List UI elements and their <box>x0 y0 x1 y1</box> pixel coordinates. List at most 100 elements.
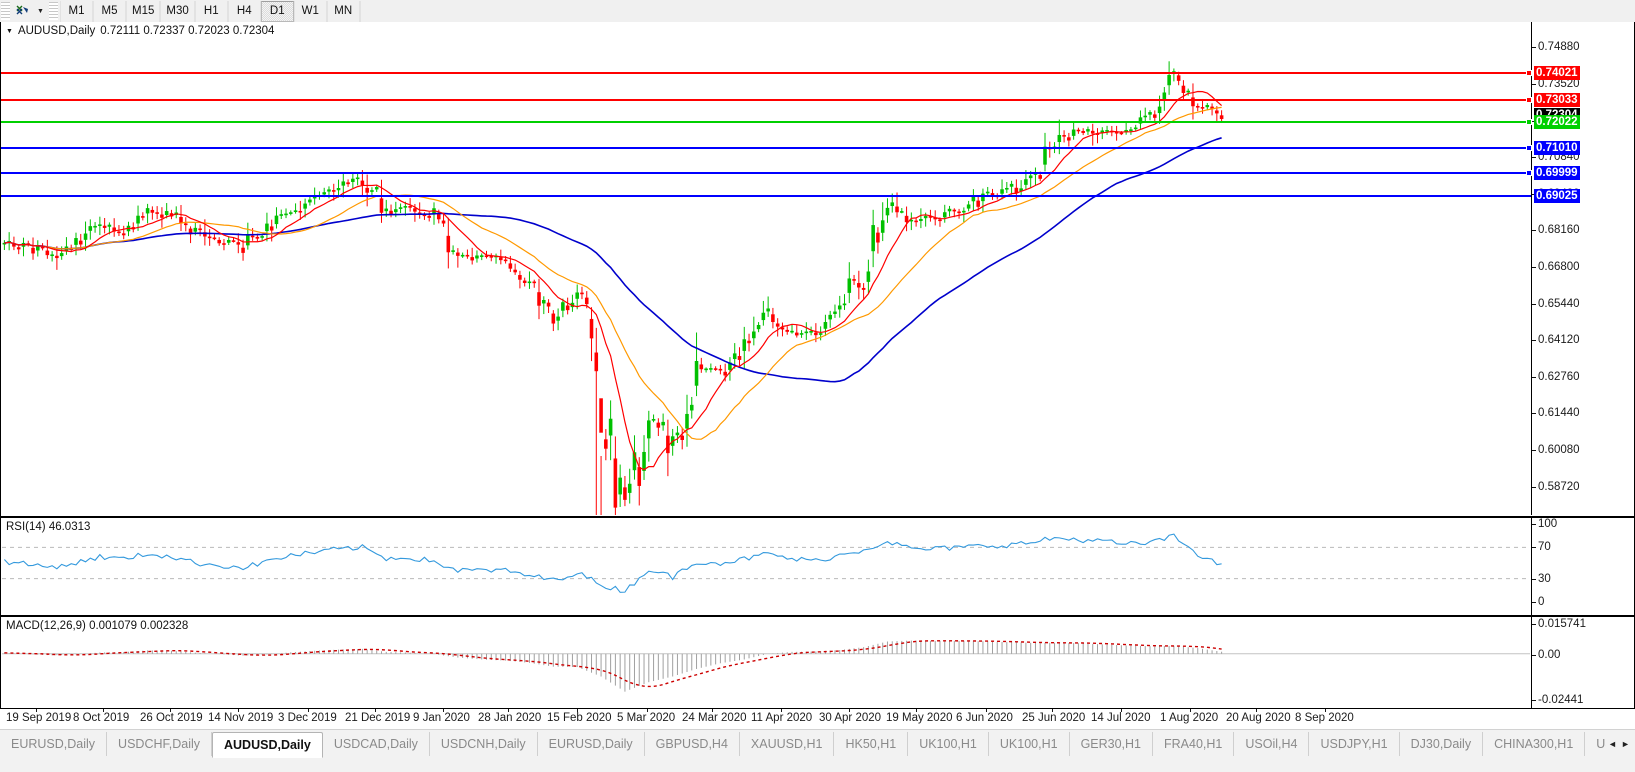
chart-tab-usdjpy-h1[interactable]: USDJPY,H1 <box>1309 732 1400 756</box>
time-axis-tick <box>443 709 444 712</box>
tab-scroll-right-icon[interactable]: ► <box>1621 739 1630 749</box>
chart-tab-xauusd-h1[interactable]: XAUUSD,H1 <box>740 732 835 756</box>
level-line-resistance-1[interactable] <box>1 70 1532 76</box>
chart-tab-usdcnh-daily[interactable]: USDCNH,Daily <box>430 732 538 756</box>
chart-tab-eurusd-daily[interactable]: EURUSD,Daily <box>0 732 108 756</box>
axis-tick-label: 0.61440 <box>1538 407 1580 419</box>
crosshair-cursor-icon[interactable] <box>10 1 34 21</box>
chart-tab-usoil-h4[interactable]: USOil,H4 <box>1234 732 1310 756</box>
level-drag-handle[interactable] <box>1526 145 1532 151</box>
level-drag-handle[interactable] <box>1526 70 1532 76</box>
chart-tab-gbpusd-h4[interactable]: GBPUSD,H4 <box>645 732 740 756</box>
macd-plot-area[interactable] <box>2 618 1530 708</box>
axis-tick-label: 0.74880 <box>1538 41 1580 53</box>
axis-tick <box>1532 377 1536 378</box>
rsi-axis[interactable]: 100 70 30 0 <box>1532 518 1635 615</box>
level-drag-handle[interactable] <box>1526 97 1532 103</box>
time-axis-label: 30 Apr 2020 <box>819 712 882 724</box>
timeframe-button-d1[interactable]: D1 <box>260 0 294 22</box>
level-line-support-3[interactable] <box>1 195 1531 197</box>
price-plot-area[interactable] <box>2 23 1530 515</box>
timeframe-button-m5[interactable]: M5 <box>93 0 126 22</box>
level-drag-handle[interactable] <box>1526 170 1532 176</box>
axis-tick-label: 0 <box>1538 596 1545 608</box>
price-axis-divider <box>1531 22 1532 515</box>
chart-tab-usdcad-daily[interactable]: USDCAD,Daily <box>323 732 430 756</box>
price-tag-resistance-2: 0.73033 <box>1534 93 1580 107</box>
timeframe-button-m30[interactable]: M30 <box>160 0 195 22</box>
chart-tab-eurusd-daily[interactable]: EURUSD,Daily <box>538 732 645 756</box>
chart-tab-uk100-h1[interactable]: UK100,H1 <box>989 732 1070 756</box>
chart-tab-uk100-h1[interactable]: UK100,H1 <box>908 732 989 756</box>
chart-tab-usoil-h1[interactable]: USOil,H1 <box>1585 732 1606 756</box>
chart-container[interactable]: ▼ AUDUSD,Daily 0.72111 0.72337 0.72023 0… <box>0 22 1635 709</box>
axis-tick <box>1532 84 1536 85</box>
chart-tab-fra40-h1[interactable]: FRA40,H1 <box>1153 732 1235 756</box>
time-axis-label: 11 Apr 2020 <box>751 712 813 724</box>
time-axis-label: 1 Aug 2020 <box>1160 712 1219 724</box>
time-axis[interactable]: 19 Sep 2019 8 Oct 2019 26 Oct 2019 14 Nov 2… <box>0 709 1635 729</box>
chart-tab-usdchf-daily[interactable]: USDCHF,Daily <box>107 732 212 756</box>
timeframe-button-h1[interactable]: H1 <box>194 0 228 22</box>
time-axis-tick <box>36 709 37 712</box>
axis-tick <box>1532 487 1536 488</box>
level-drag-handle[interactable] <box>1526 119 1532 125</box>
timeframe-button-h4[interactable]: H4 <box>227 0 261 22</box>
axis-tick-label: 0.66800 <box>1538 261 1580 273</box>
chart-tab-china300-h1[interactable]: CHINA300,H1 <box>1483 732 1586 756</box>
chevron-down-icon[interactable]: ▼ <box>6 27 13 35</box>
macd-axis[interactable]: 0.015741 0.00 -0.02441 <box>1532 617 1635 708</box>
rsi-pane[interactable]: RSI(14) 46.0313 100 70 30 0 <box>0 517 1635 616</box>
macd-indicator-label: MACD(12,26,9) 0.001079 0.002328 <box>6 620 189 632</box>
price-tag-support-3: 0.69025 <box>1534 189 1580 203</box>
timeframe-button-w1[interactable]: W1 <box>293 0 327 22</box>
axis-tick <box>1532 624 1536 625</box>
axis-tick-label: 0.62760 <box>1538 371 1580 383</box>
macd-axis-divider <box>1531 617 1532 708</box>
level-line-support-1[interactable] <box>1 145 1532 151</box>
time-axis-tick <box>712 709 713 712</box>
level-line-current-level[interactable] <box>1 119 1532 125</box>
chart-tab-dj30-daily[interactable]: DJ30,Daily <box>1400 732 1484 756</box>
rsi-plot-area[interactable] <box>2 519 1530 615</box>
price-tag-support-1: 0.71010 <box>1534 141 1580 155</box>
time-axis-label: 28 Jan 2020 <box>478 712 542 724</box>
time-axis-tick <box>238 709 239 712</box>
axis-tick-label: 0.00 <box>1538 649 1561 661</box>
time-axis-label: 24 Mar 2020 <box>682 712 747 724</box>
axis-tick-label: 0.73520 <box>1538 78 1580 90</box>
time-axis-tick <box>1121 709 1122 712</box>
macd-pane[interactable]: MACD(12,26,9) 0.001079 0.002328 0.015741… <box>0 616 1635 709</box>
time-axis-label: 19 May 2020 <box>886 712 953 724</box>
axis-tick <box>1532 267 1536 268</box>
level-line-resistance-2[interactable] <box>1 97 1532 103</box>
toolbar-drag-handle[interactable] <box>1 2 10 20</box>
chevron-down-icon[interactable]: ▼ <box>37 7 44 15</box>
timeframe-button-m15[interactable]: M15 <box>126 0 161 22</box>
chart-tab-ger30-h1[interactable]: GER30,H1 <box>1070 732 1154 756</box>
rsi-axis-divider <box>1531 518 1532 615</box>
axis-tick-label: 0.64120 <box>1538 334 1580 346</box>
time-axis-label: 15 Feb 2020 <box>547 712 612 724</box>
timeframe-button-m1[interactable]: M1 <box>60 0 93 22</box>
toolbar-empty-space <box>359 0 1635 22</box>
axis-tick <box>1532 340 1536 341</box>
axis-tick <box>1532 230 1536 231</box>
axis-tick-label: 0.015741 <box>1538 618 1586 630</box>
macd-histogram-group <box>3 640 1223 692</box>
rsi-line-svg <box>2 533 1530 593</box>
tab-scroll-left-icon[interactable]: ◄ <box>1608 739 1617 749</box>
time-axis-label: 21 Dec 2019 <box>345 712 411 724</box>
timeframe-button-mn[interactable]: MN <box>326 0 360 22</box>
axis-tick-label: 0.68160 <box>1538 224 1580 236</box>
chart-tab-hk50-h1[interactable]: HK50,H1 <box>834 732 909 756</box>
macd-histogram-svg <box>2 640 1530 692</box>
price-pane[interactable]: ▼ AUDUSD,Daily 0.72111 0.72337 0.72023 0… <box>0 22 1635 602</box>
chart-tab-audusd-daily[interactable]: AUDUSD,Daily <box>212 732 323 758</box>
timeframe-button-group: M1 M5 M15 M30 H1 H4 D1 W1 MN <box>60 0 360 22</box>
ma-mid-line <box>4 106 1222 440</box>
axis-tick <box>1532 700 1536 701</box>
chart-ohlc-values: 0.72111 0.72337 0.72023 0.72304 <box>100 25 275 37</box>
level-line-support-2[interactable] <box>1 170 1532 176</box>
